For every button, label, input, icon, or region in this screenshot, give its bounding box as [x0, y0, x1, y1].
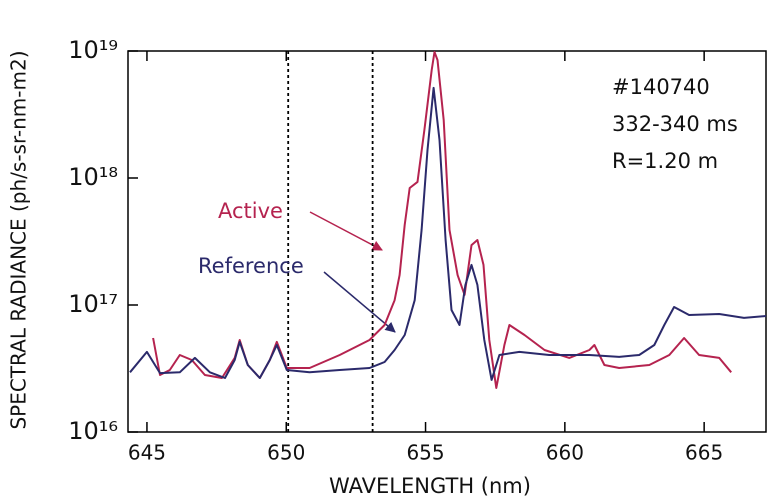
y-tick-label: 10¹⁹ — [68, 36, 118, 64]
reference-arrow — [323, 271, 396, 333]
y-axis-label: SPECTRAL RADIANCE (ph/s-sr-nm-m2) — [7, 50, 31, 429]
y-tick-label: 10¹⁸ — [68, 163, 118, 191]
y-tick-label: 10¹⁷ — [68, 290, 118, 318]
x-tick-label: 660 — [546, 441, 584, 465]
plot-frame — [127, 50, 767, 433]
x-tick-label: 650 — [267, 441, 305, 465]
x-axis-label: WAVELENGTH (nm) — [329, 474, 531, 498]
x-tick-label: 665 — [685, 441, 723, 465]
x-tick-label: 645 — [128, 441, 166, 465]
x-tick-label: 655 — [406, 441, 444, 465]
annotation: #140740 — [612, 75, 710, 99]
annotation: 332-340 ms — [612, 112, 738, 136]
active-arrow — [309, 211, 383, 251]
y-tick-label: 10¹⁶ — [68, 417, 118, 445]
series-line — [129, 86, 767, 381]
series-label: Reference — [198, 254, 304, 278]
annotation: R=1.20 m — [612, 149, 718, 173]
series-label: Active — [218, 199, 283, 223]
